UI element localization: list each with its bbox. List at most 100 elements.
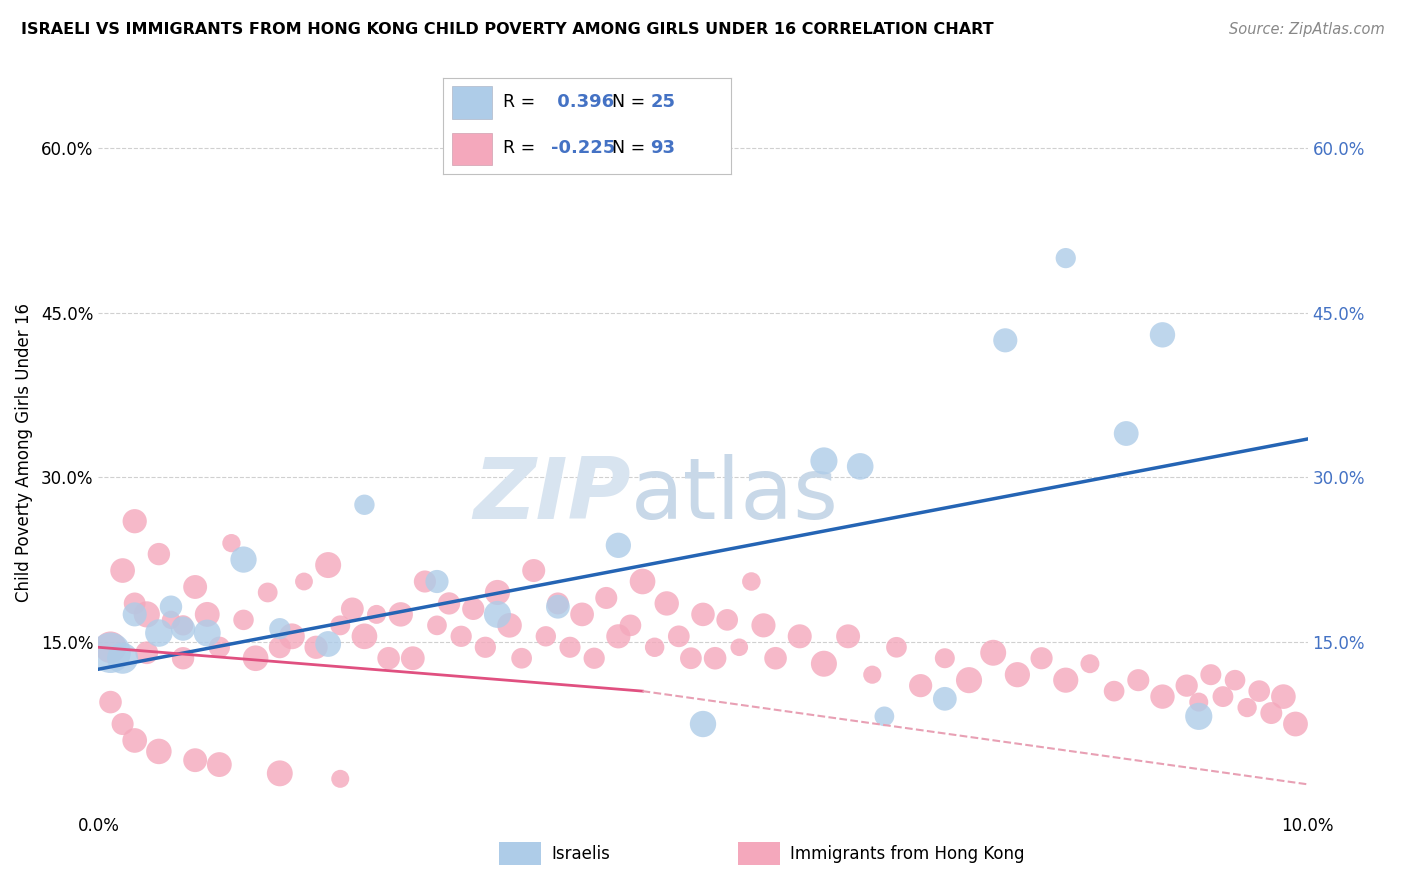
Point	[124, 733, 146, 747]
Point	[135, 607, 157, 622]
Point	[765, 651, 787, 665]
Point	[245, 651, 267, 665]
Point	[148, 744, 170, 758]
Point	[595, 591, 617, 605]
Point	[1236, 700, 1258, 714]
Text: ZIP: ZIP	[472, 454, 630, 537]
Point	[583, 651, 606, 665]
Text: 0.396: 0.396	[551, 93, 614, 112]
Point	[1175, 679, 1198, 693]
Point	[450, 629, 472, 643]
Point	[111, 651, 134, 665]
Point	[172, 622, 194, 636]
Point	[353, 629, 375, 643]
Point	[934, 651, 956, 665]
Point	[389, 607, 412, 622]
Point	[208, 640, 231, 655]
Point	[571, 607, 593, 622]
Point	[498, 618, 520, 632]
Point	[486, 607, 509, 622]
Point	[740, 574, 762, 589]
Point	[668, 629, 690, 643]
Point	[704, 651, 727, 665]
Point	[474, 640, 496, 655]
Point	[148, 626, 170, 640]
Text: R =: R =	[503, 93, 541, 112]
Point	[316, 637, 339, 651]
Point	[910, 679, 932, 693]
Point	[547, 599, 569, 614]
Point	[353, 498, 375, 512]
Text: ISRAELI VS IMMIGRANTS FROM HONG KONG CHILD POVERTY AMONG GIRLS UNDER 16 CORRELAT: ISRAELI VS IMMIGRANTS FROM HONG KONG CHI…	[21, 22, 994, 37]
Point	[329, 618, 352, 632]
Point	[728, 640, 751, 655]
Point	[1199, 667, 1222, 681]
Point	[558, 640, 581, 655]
Point	[692, 717, 714, 731]
Text: Source: ZipAtlas.com: Source: ZipAtlas.com	[1229, 22, 1385, 37]
Point	[184, 753, 207, 767]
Point	[342, 602, 364, 616]
Point	[837, 629, 859, 643]
Point	[292, 574, 315, 589]
Point	[160, 599, 183, 614]
Point	[269, 622, 291, 636]
Point	[789, 629, 811, 643]
Point	[316, 558, 339, 572]
Point	[100, 646, 122, 660]
Text: N =: N =	[612, 93, 650, 112]
Point	[1152, 690, 1174, 704]
Point	[644, 640, 666, 655]
Point	[1054, 673, 1077, 688]
Point	[1188, 695, 1211, 709]
Text: R =: R =	[503, 139, 541, 157]
Point	[377, 651, 399, 665]
Point	[607, 629, 630, 643]
Point	[1115, 426, 1137, 441]
Point	[172, 651, 194, 665]
Point	[1223, 673, 1246, 688]
Point	[100, 640, 122, 655]
Text: Immigrants from Hong Kong: Immigrants from Hong Kong	[790, 845, 1025, 863]
Text: 93: 93	[651, 139, 675, 157]
FancyBboxPatch shape	[451, 87, 492, 119]
Point	[1152, 327, 1174, 342]
Point	[849, 459, 872, 474]
Point	[716, 613, 738, 627]
Point	[305, 640, 328, 655]
Point	[1249, 684, 1271, 698]
Point	[813, 454, 835, 468]
Point	[124, 514, 146, 528]
Point	[813, 657, 835, 671]
Point	[886, 640, 908, 655]
Point	[1284, 717, 1306, 731]
Point	[1054, 251, 1077, 265]
Point	[1260, 706, 1282, 720]
FancyBboxPatch shape	[451, 133, 492, 165]
Point	[994, 334, 1017, 348]
Point	[486, 585, 509, 599]
Point	[534, 629, 557, 643]
Point	[195, 607, 218, 622]
Point	[655, 596, 678, 610]
Point	[752, 618, 775, 632]
Point	[631, 574, 654, 589]
Point	[160, 613, 183, 627]
Point	[413, 574, 436, 589]
Point	[547, 596, 569, 610]
Point	[1031, 651, 1053, 665]
Point	[124, 596, 146, 610]
Point	[607, 538, 630, 552]
Y-axis label: Child Poverty Among Girls Under 16: Child Poverty Among Girls Under 16	[14, 303, 32, 602]
Point	[1007, 667, 1029, 681]
Text: atlas: atlas	[630, 454, 838, 537]
Point	[269, 640, 291, 655]
Point	[329, 772, 352, 786]
Point	[873, 709, 896, 723]
Point	[184, 580, 207, 594]
Point	[111, 717, 134, 731]
Point	[402, 651, 425, 665]
Text: -0.225: -0.225	[551, 139, 616, 157]
Text: N =: N =	[612, 139, 650, 157]
Point	[426, 618, 449, 632]
